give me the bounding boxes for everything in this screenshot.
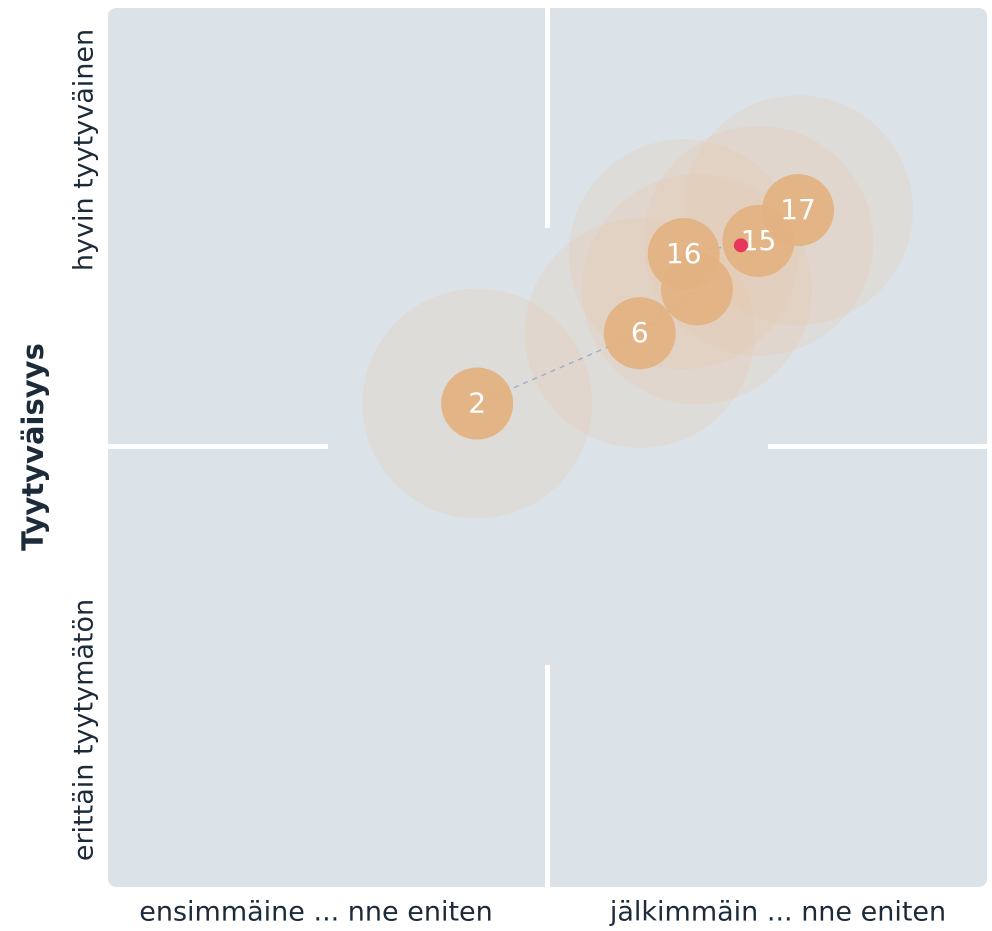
divider bbox=[545, 665, 550, 887]
x-axis-label: jälkimmäin ... nne eniten bbox=[609, 897, 946, 928]
point-label: 17 bbox=[780, 193, 816, 226]
axis-title: Tyytyväisyys bbox=[16, 343, 50, 551]
bubble bbox=[762, 174, 835, 247]
highlight-point bbox=[733, 238, 748, 253]
point-label: 16 bbox=[666, 237, 702, 270]
x-axis-label: ensimmäine ... nne eniten bbox=[139, 897, 493, 928]
y-axis-label: erittäin tyytymätön bbox=[69, 599, 100, 861]
bubble bbox=[647, 218, 720, 291]
divider bbox=[768, 444, 987, 449]
divider bbox=[108, 444, 328, 449]
divider bbox=[545, 8, 550, 228]
bubble bbox=[441, 367, 514, 440]
bubble bbox=[603, 297, 676, 370]
y-axis-label: hyvin tyytyväinen bbox=[69, 29, 100, 271]
point-label: 2 bbox=[468, 387, 486, 420]
point-label: 6 bbox=[631, 316, 649, 349]
